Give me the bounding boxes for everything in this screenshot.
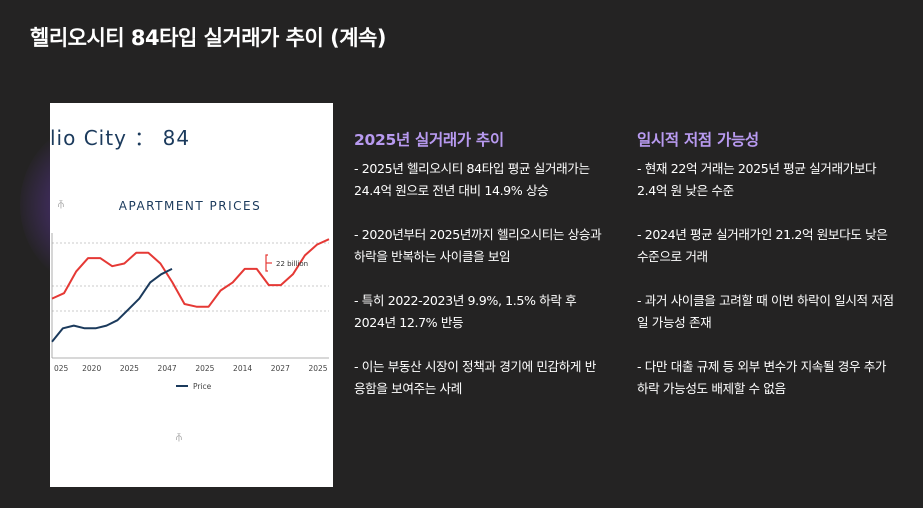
series-line-price <box>51 268 173 343</box>
right-bullet: - 과거 사이클을 고려할 때 이번 하락이 일시적 저점일 가능성 존재 <box>637 293 894 330</box>
x-tick-label: 2014 <box>233 364 252 373</box>
right-heading: 일시적 저점 가능성 <box>637 131 759 149</box>
x-tick-label: 2047 <box>158 364 177 373</box>
annotation-label: 22 billion <box>276 260 308 268</box>
chart-legend: Price <box>176 382 212 391</box>
x-tick-label: 2025 <box>195 364 214 373</box>
right-bullet: - 현재 22억 거래는 2025년 평균 실거래가보다 2.4억 원 낮은 수… <box>637 161 877 198</box>
legend-label: Price <box>193 382 212 391</box>
page-title: 헬리오시티 84타입 실거래가 추이 (계속) <box>30 26 386 50</box>
left-bullet: - 특히 2022-2023년 9.9%, 1.5% 하락 후 2024년 12… <box>354 293 577 330</box>
chart-grid <box>51 233 329 359</box>
left-heading: 2025년 실거래가 추이 <box>354 131 504 149</box>
x-tick-label: 025 <box>54 364 69 373</box>
left-column: 2025년 실거래가 추이 - 2025년 헬리오시티 84타입 평균 실거래가… <box>354 128 604 422</box>
right-bullet: - 2024년 평균 실거래가인 21.2억 원보다도 낮은 수준으로 거래 <box>637 227 888 264</box>
chart-image: lio City ： 84 ⫚ APARTMENT PRICES 025 2020… <box>50 103 333 487</box>
pin-icon-bottom: ⫚ <box>176 432 182 443</box>
left-bullet: - 2025년 헬리오시티 84타입 평균 실거래가는 24.4억 원으로 전년… <box>354 161 590 198</box>
x-tick-label: 2020 <box>82 364 101 373</box>
chart-title: APARTMENT PRICES <box>119 199 261 213</box>
x-tick-label: 2027 <box>271 364 290 373</box>
right-bullet: - 다만 대출 규제 등 외부 변수가 지속될 경우 추가 하락 가능성도 배제… <box>637 359 887 396</box>
x-tick-label: 2025 <box>308 364 327 373</box>
annotation: 22 billion <box>265 254 308 272</box>
left-bullet: - 이는 부동산 시장이 정책과 경기에 민감하게 반응함을 보여주는 사례 <box>354 359 596 396</box>
apartment-price-chart: lio City ： 84 ⫚ APARTMENT PRICES 025 2020… <box>50 126 330 443</box>
image-heading: lio City ： 84 <box>50 126 190 150</box>
chart-x-ticks: 025 2020 2025 2047 2025 2014 2027 2025 <box>54 364 328 373</box>
right-column: 일시적 저점 가능성 - 현재 22억 거래는 2025년 평균 실거래가보다 … <box>637 128 897 422</box>
left-bullet: - 2020년부터 2025년까지 헬리오시티는 상승과 하락을 반복하는 사이… <box>354 227 602 264</box>
series-line-red <box>51 238 330 308</box>
pin-icon: ⫚ <box>58 199 64 210</box>
x-tick-label: 2025 <box>120 364 139 373</box>
chart-lines <box>51 238 330 343</box>
